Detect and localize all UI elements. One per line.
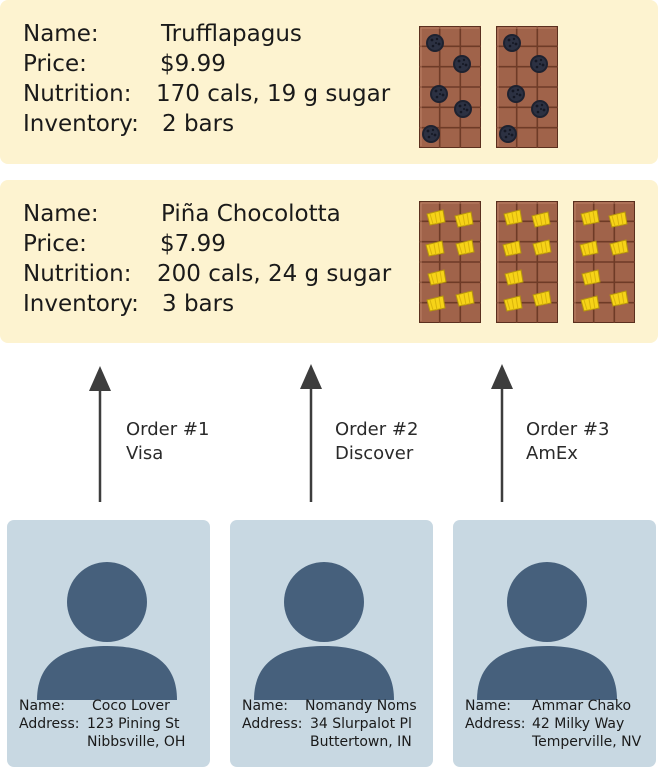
customer-address-line1: 34 Slurpalot Pl	[310, 716, 412, 732]
order-arrow-icon	[491, 364, 513, 502]
order-arrow-icon	[89, 366, 111, 502]
nutrition-label: Nutrition:	[23, 81, 132, 107]
user-avatar-icon	[477, 562, 617, 700]
order-number: Order #3	[526, 419, 610, 440]
customer-card-3: Name: Ammar Chako Address: 42 Milky Way …	[453, 520, 656, 767]
product-inventory: 3 bars	[162, 291, 235, 317]
order-label-3: Order #3 AmEx	[526, 418, 609, 466]
nutrition-label: Nutrition:	[23, 261, 132, 287]
customer-address-line2: Temperville, NV	[532, 734, 642, 750]
order-label-2: Order #2 Discover	[335, 418, 418, 466]
product-name: Piña Chocolotta	[161, 201, 341, 227]
name-label: Name:	[242, 698, 289, 714]
user-avatar-icon	[254, 562, 394, 700]
inventory-label: Inventory:	[23, 291, 139, 317]
customer-address-line2: Buttertown, IN	[310, 734, 412, 750]
name-label: Name:	[23, 21, 99, 47]
name-label: Name:	[19, 698, 66, 714]
order-number: Order #1	[126, 419, 210, 440]
product-nutrition: 170 cals, 19 g sugar	[156, 81, 391, 107]
order-payment: Visa	[126, 443, 164, 464]
name-label: Name:	[23, 201, 99, 227]
product-inventory: 2 bars	[162, 111, 235, 137]
price-label: Price:	[23, 231, 87, 257]
order-arrow-icon	[300, 364, 322, 502]
product-card-pina-chocolotta: Name: Piña Chocolotta Price: $7.99 Nutri…	[0, 180, 658, 343]
address-label: Address:	[465, 716, 526, 732]
customer-address-line2: Nibbsville, OH	[87, 734, 186, 750]
address-label: Address:	[19, 716, 80, 732]
order-payment: AmEx	[526, 443, 578, 464]
customer-address-line1: 42 Milky Way	[532, 716, 625, 732]
address-label: Address:	[242, 716, 303, 732]
customer-name: Nomandy Noms	[305, 698, 417, 714]
name-label: Name:	[465, 698, 512, 714]
order-number: Order #2	[335, 419, 419, 440]
product-name: Trufflapagus	[161, 21, 302, 47]
customer-name: Coco Lover	[92, 698, 170, 714]
user-avatar-icon	[37, 562, 177, 700]
product-card-trufflapagus: Name: Trufflapagus Price: $9.99 Nutritio…	[0, 0, 658, 164]
inventory-label: Inventory:	[23, 111, 139, 137]
customer-name: Ammar Chako	[532, 698, 632, 714]
customer-card-2: Name: Nomandy Noms Address: 34 Slurpalot…	[230, 520, 433, 767]
product-nutrition: 200 cals, 24 g sugar	[157, 261, 392, 287]
order-payment: Discover	[335, 443, 414, 464]
customer-card-1: Name: Coco Lover Address: 123 Pining St …	[7, 520, 210, 767]
customer-address-line1: 123 Pining St	[87, 716, 180, 732]
order-label-1: Order #1 Visa	[126, 418, 209, 466]
product-price: $9.99	[160, 51, 226, 77]
price-label: Price:	[23, 51, 87, 77]
product-price: $7.99	[160, 231, 226, 257]
